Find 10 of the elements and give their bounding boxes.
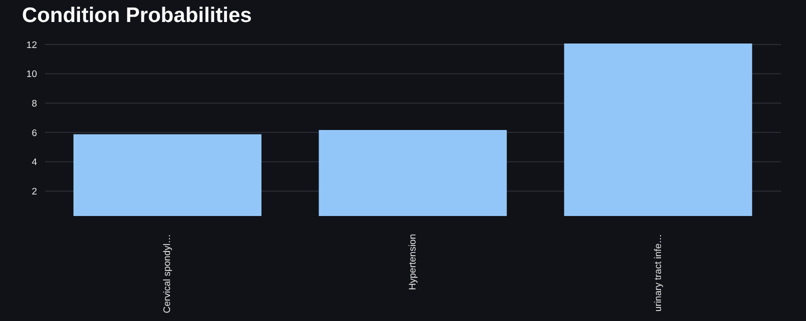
chart-title: Condition Probabilities bbox=[22, 4, 252, 28]
y-tick-label: 8 bbox=[32, 98, 37, 110]
y-tick-label: 10 bbox=[26, 69, 37, 80]
y-tick-label: 6 bbox=[32, 128, 37, 139]
x-tick-label: Hypertension bbox=[408, 234, 418, 290]
y-tick-label: 2 bbox=[32, 186, 37, 198]
y-tick-label: 4 bbox=[32, 157, 37, 168]
x-tick-label: urinary tract infe… bbox=[652, 234, 664, 312]
x-tick-label: Cervical spondyl… bbox=[162, 234, 174, 314]
y-tick-label: 12 bbox=[26, 40, 37, 51]
